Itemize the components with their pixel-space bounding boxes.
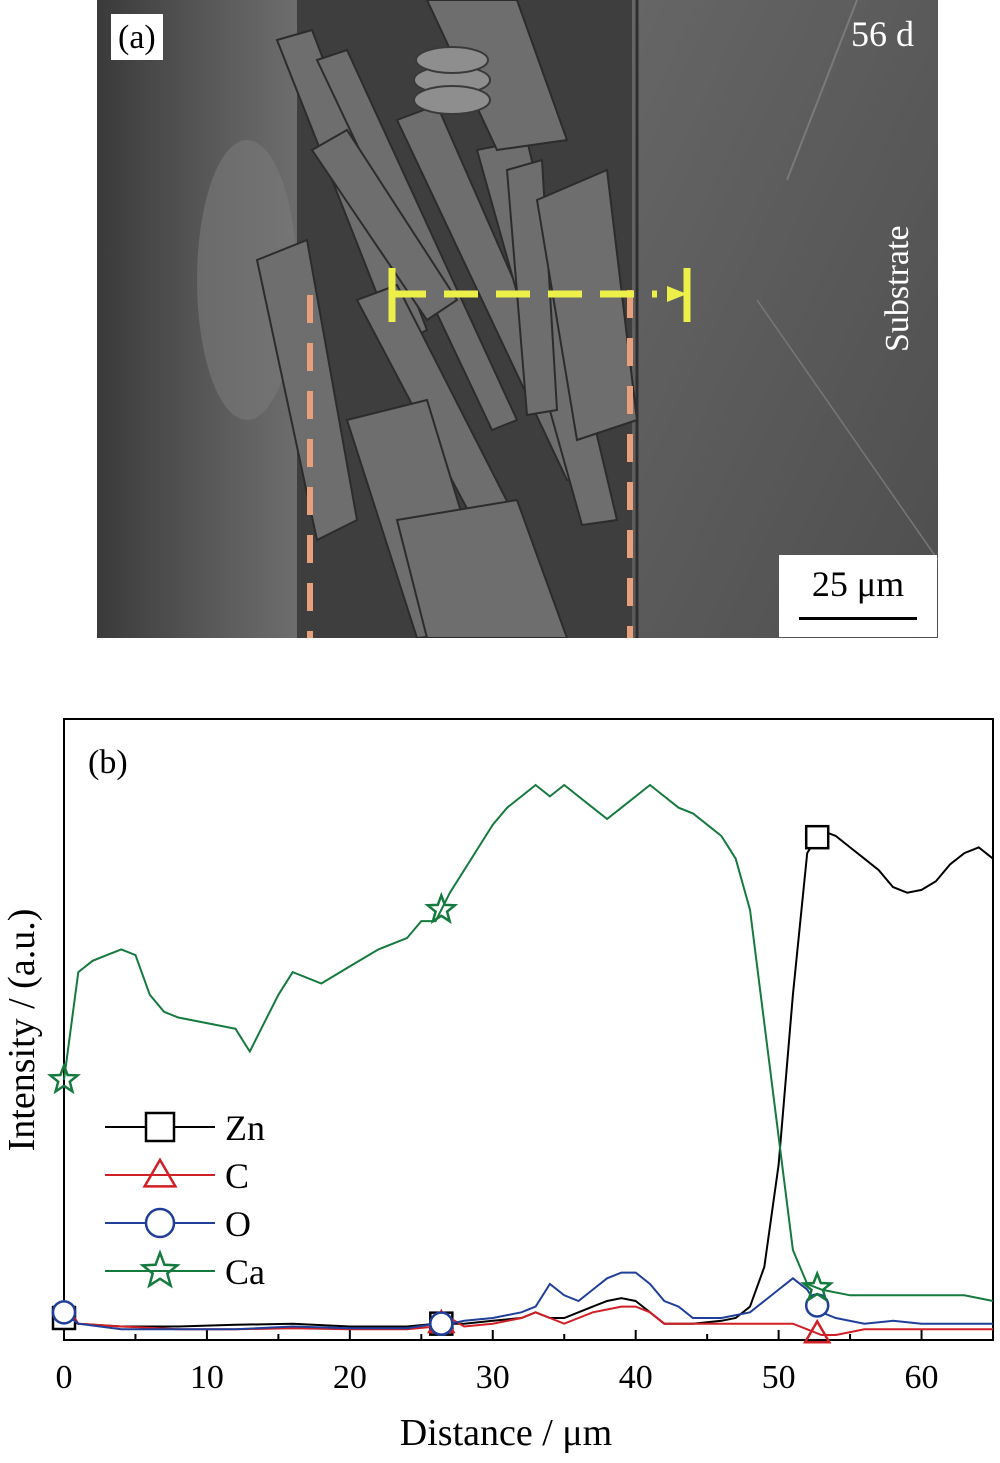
x-ticks: 0 10 20 30 40 50 60 [56,1330,939,1396]
legend-label: Ca [225,1252,265,1292]
star-marker [800,1270,835,1303]
square-marker [804,824,830,850]
x-tick-label: 20 [333,1359,367,1396]
circle-marker [51,1300,77,1325]
series-ca [47,783,994,1303]
series-line-o [63,1271,993,1331]
series-layer [47,783,994,1344]
star-marker [47,1062,81,1095]
triangle-marker [802,1318,832,1344]
series-line-ca [63,783,994,1302]
plot-frame [63,718,994,1341]
series-line-c [63,1300,993,1336]
legend: Zn CO Ca [105,1108,265,1292]
legend-item-c: C [105,1156,249,1196]
x-axis-label: Distance / μm [400,1412,612,1454]
legend-label: O [225,1204,251,1244]
star-marker [139,1249,181,1289]
legend-label: C [225,1156,249,1196]
legend-item-o: O [105,1204,251,1244]
legend-item-zn: Zn [105,1108,265,1148]
x-tick-label: 10 [190,1359,224,1396]
time-label: 56 d [851,14,914,54]
square-marker [144,1111,176,1143]
series-o [51,1271,993,1336]
x-tick-label: 50 [762,1359,796,1396]
triangle-marker [142,1157,178,1188]
sem-image [97,0,938,638]
circle-marker [429,1311,454,1336]
y-axis-label: Intensity / (a.u.) [1,909,43,1152]
panel-label-a: (a) [111,14,163,60]
line-scan-chart: (b) Distance / μm Intensity / (a.u.) 0 10… [0,640,1000,1458]
x-tick-label: 30 [476,1359,510,1396]
x-tick-label: 0 [56,1359,73,1396]
series-line-zn [63,829,994,1328]
series-zn [51,824,994,1336]
sem-micrograph: (a) 56 d Substrate 25 μm [97,0,938,638]
chart-svg: (b) Distance / μm Intensity / (a.u.) 0 10… [1,718,994,1454]
scan-line-arrow [388,268,691,322]
substrate-label: Substrate [879,225,916,352]
legend-item-ca: Ca [105,1249,265,1292]
star-marker [424,891,459,925]
scale-bar-label: 25 μm [811,564,905,604]
circle-marker [144,1207,176,1239]
x-tick-label: 40 [619,1359,653,1396]
scale-bar: 25 μm [779,555,937,637]
legend-label: Zn [225,1108,265,1148]
panel-label-b: (b) [88,744,128,781]
crystal-platelets [255,0,639,638]
scale-bar-line [799,617,917,620]
x-tick-label: 60 [905,1359,939,1396]
crystal-stack [413,46,491,115]
